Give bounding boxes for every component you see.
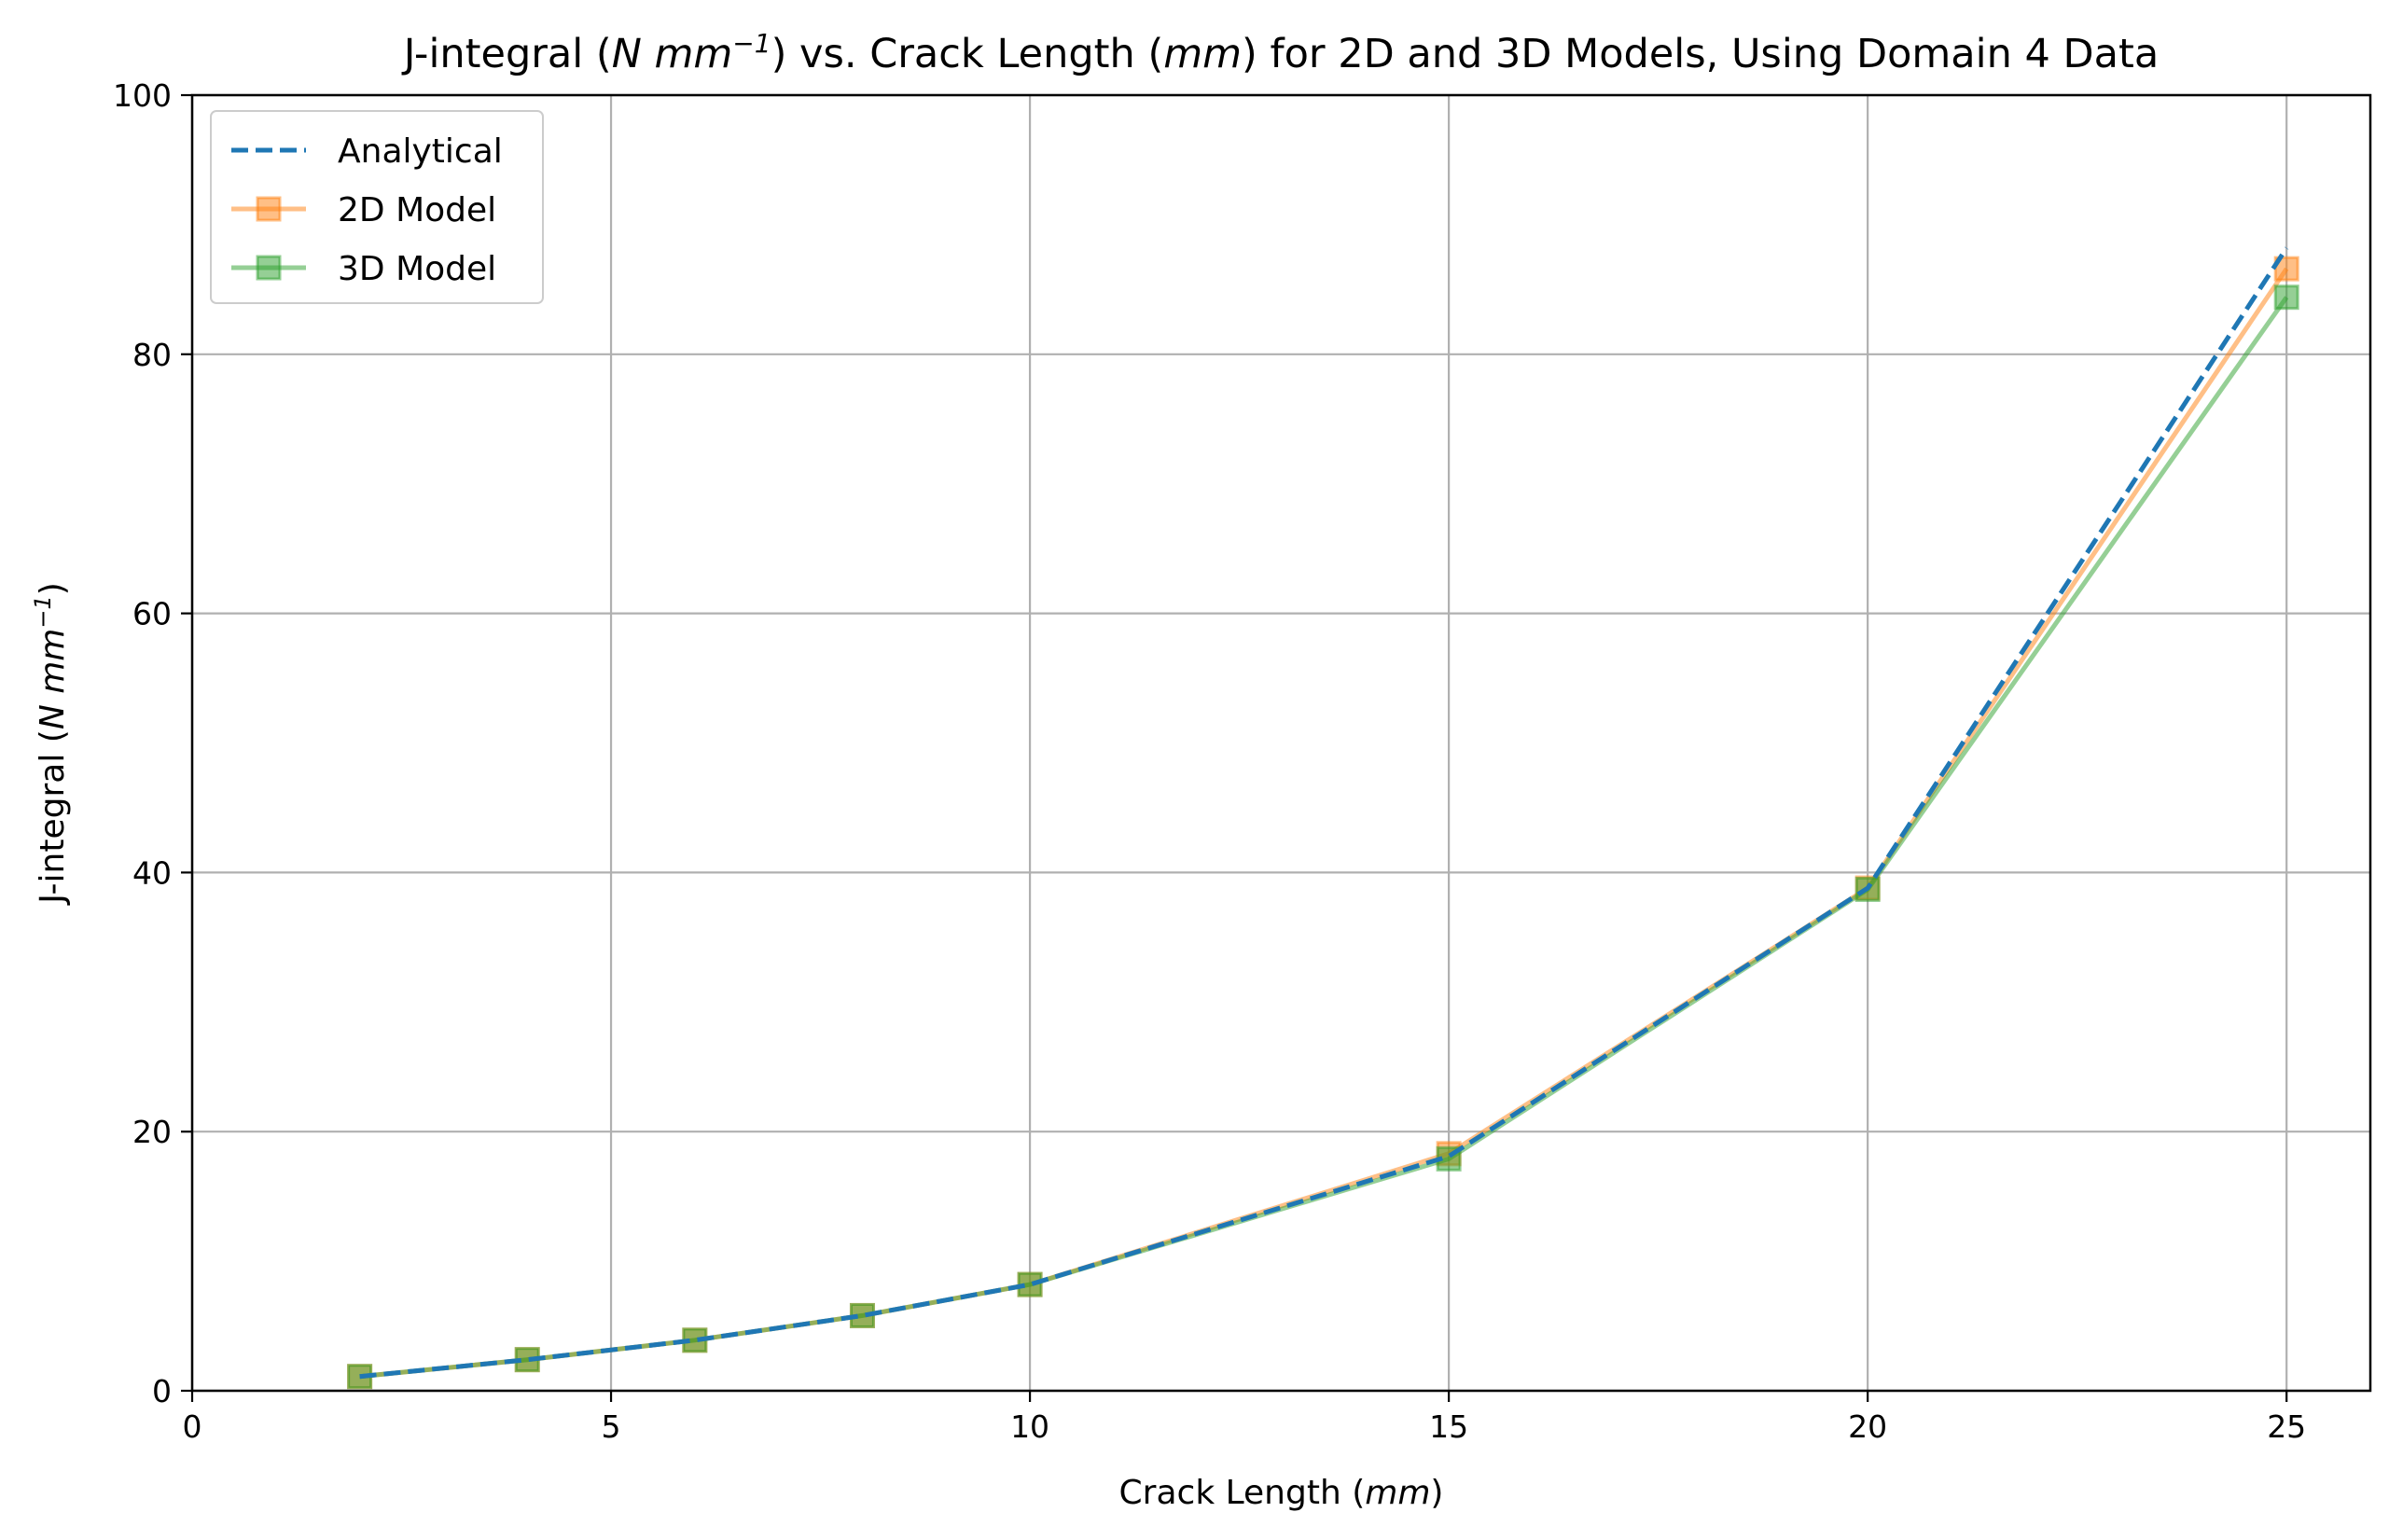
x-tick-label: 20 (1848, 1408, 1887, 1445)
legend-label-3d-model: 3D Model (338, 250, 496, 288)
legend-label-2d-model: 2D Model (338, 191, 496, 229)
legend: Analytical 2D Model 3D Model (210, 110, 544, 304)
y-tick-label: 80 (132, 337, 172, 373)
legend-box (210, 110, 544, 304)
series-layer (347, 246, 2299, 1390)
legend-marker-3d-model (256, 255, 282, 281)
y-tick-label: 100 (113, 77, 172, 114)
data-point-3d-model (2273, 284, 2299, 311)
x-tick-label: 15 (1429, 1408, 1468, 1445)
legend-label-analytical: Analytical (338, 132, 503, 171)
x-tick-label: 25 (2267, 1408, 2306, 1445)
y-tick-label: 0 (152, 1373, 172, 1409)
x-tick-label: 5 (602, 1408, 621, 1445)
x-axis-title: Crack Length (mm) (1119, 1474, 1444, 1512)
y-tick-label: 60 (132, 596, 172, 632)
y-axis-title: J-integral (N mm−1) (30, 582, 72, 906)
x-tick-label: 10 (1010, 1408, 1049, 1445)
chart-title: J-integral (N mm−1) vs. Crack Length (mm… (401, 28, 2159, 77)
x-tick-label: 0 (183, 1408, 202, 1445)
y-tick-label: 40 (132, 854, 172, 891)
y-tick-label: 20 (132, 1114, 172, 1150)
plot-frame (190, 93, 2372, 1393)
series-line-analytical (359, 246, 2289, 1380)
ticks: 0 5 10 15 20 25 0 20 40 60 80 100 (113, 77, 2306, 1445)
legend-marker-2d-model (256, 196, 282, 222)
